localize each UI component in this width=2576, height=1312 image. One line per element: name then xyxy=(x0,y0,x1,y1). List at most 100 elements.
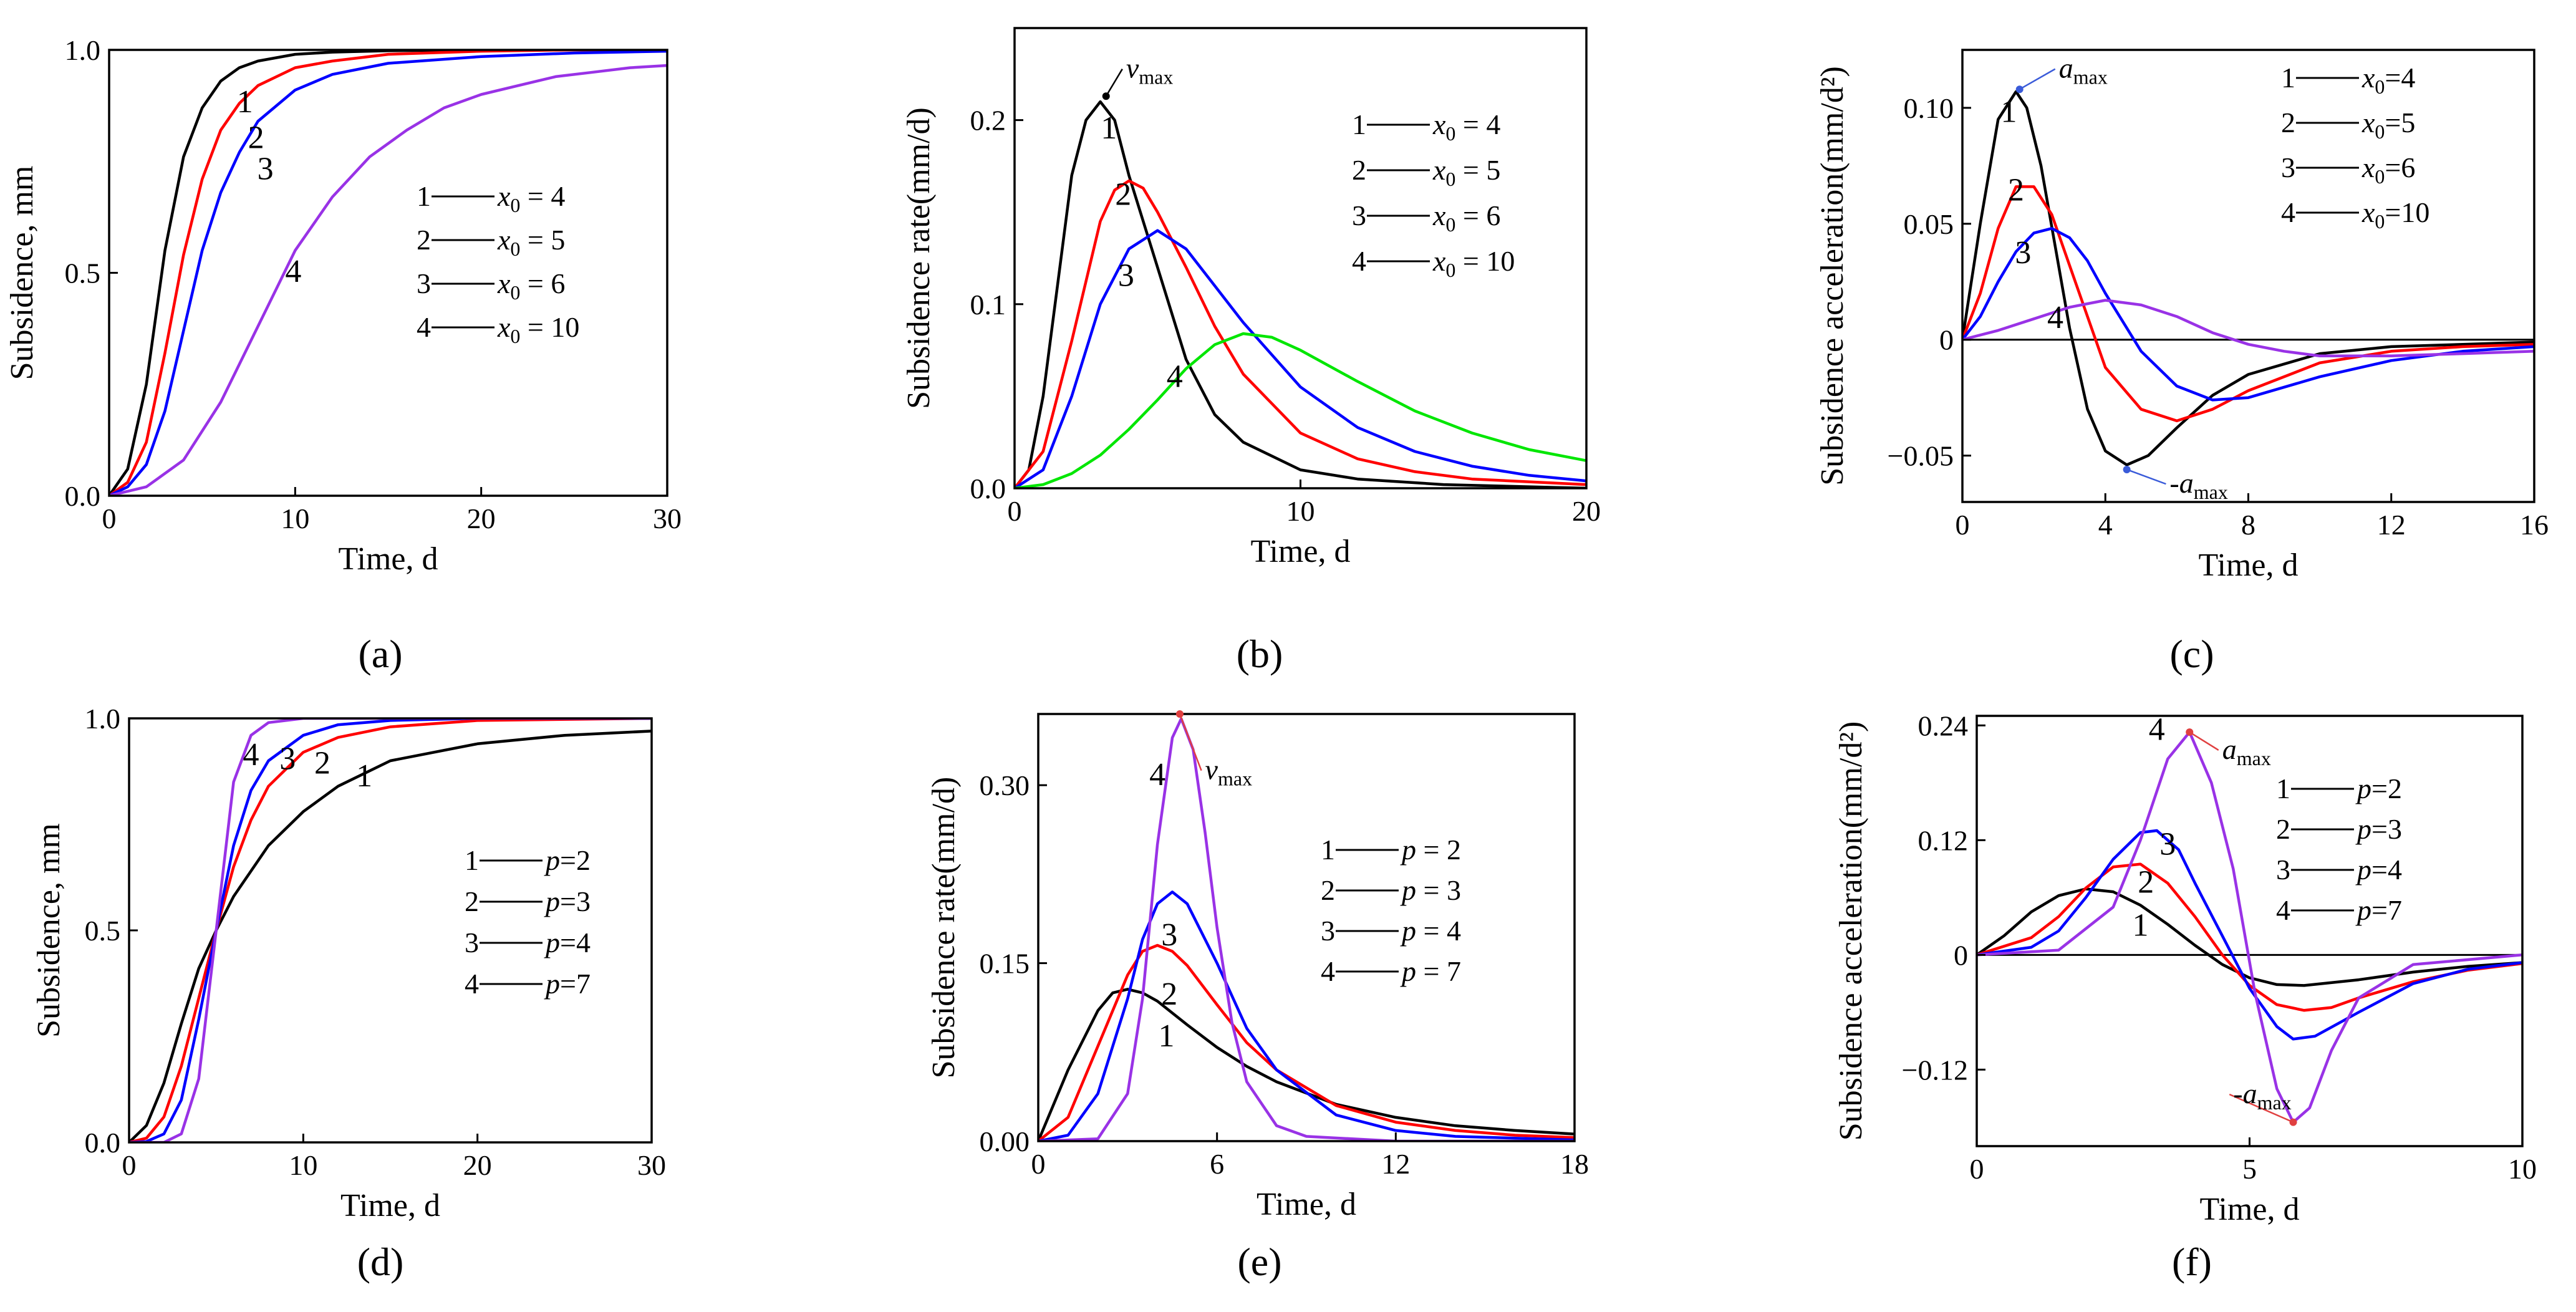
legend-3-text: x0=6 xyxy=(2361,152,2415,188)
legend-1-number: 1 xyxy=(417,180,431,212)
y-tick-label: 0.5 xyxy=(65,258,101,289)
series-3-curve xyxy=(1038,890,1575,1141)
annotation-amax-arrowhead xyxy=(2186,728,2194,736)
x-tick-label: 20 xyxy=(1572,495,1601,527)
y-axis-label: Subsidence rate(mm/d) xyxy=(926,777,962,1079)
legend-3-number: 3 xyxy=(2276,854,2290,885)
panel-f: 0 5 10 −0.12 0 0.12 0.24 Time, d Subsidence acce… xyxy=(1833,710,2537,1284)
x-tick-label: 30 xyxy=(653,503,682,534)
series-2-curve xyxy=(109,50,667,496)
series-4-curve xyxy=(1038,717,1575,1141)
series-1-curve-label: 1 xyxy=(1101,110,1117,146)
x-tick-label: 10 xyxy=(1286,495,1315,527)
y-tick-label: 0 xyxy=(1939,324,1954,356)
annotation-neg-amax-leader xyxy=(2229,1093,2294,1123)
annotation-amax-leader xyxy=(2189,731,2219,751)
x-tick-label: 0 xyxy=(102,503,117,534)
legend-2-text: x0=5 xyxy=(2361,107,2415,143)
x-tick-label: 0 xyxy=(1956,509,1970,541)
legend-4-number: 4 xyxy=(1352,245,1366,277)
y-tick-label: 0.00 xyxy=(980,1126,1030,1157)
series-3-curve-label: 3 xyxy=(1161,917,1177,953)
series-1-curve xyxy=(1977,887,2522,987)
series-1-curve-label: 1 xyxy=(1158,1018,1174,1054)
legend-2-text: x0 = 5 xyxy=(497,224,565,260)
annotation-vmax-leader xyxy=(1179,713,1202,771)
series-1-curve-label: 1 xyxy=(2001,94,2017,129)
x-tick-label: 10 xyxy=(281,503,309,534)
annotation-amax: amax xyxy=(2222,733,2271,769)
x-tick-label: 0 xyxy=(1008,495,1022,527)
x-tick-label: 0 xyxy=(1970,1153,1984,1185)
series-2-curve-label: 2 xyxy=(2008,173,2024,208)
y-tick-label: 0.30 xyxy=(980,769,1030,801)
x-tick-label: 8 xyxy=(2241,509,2255,541)
panel-caption: (f) xyxy=(2172,1240,2212,1284)
legend-2-text: x0 = 5 xyxy=(1432,154,1500,190)
legend-4-text: p = 7 xyxy=(1400,955,1461,987)
series-2-curve xyxy=(1038,943,1575,1141)
series-4-curve-label: 4 xyxy=(243,737,259,773)
series-4-curve xyxy=(1962,299,2534,358)
legend-4-text: p=7 xyxy=(544,968,591,1000)
series-4-curve xyxy=(129,718,652,1142)
y-tick-label: 0.0 xyxy=(65,480,101,512)
series-4-curve xyxy=(1977,730,2522,1124)
annotation-vmax-leader xyxy=(1105,69,1123,97)
legend-2-number: 2 xyxy=(417,224,431,256)
x-tick-label: 10 xyxy=(289,1149,317,1181)
y-axis-label: Subsidence rate(mm/d) xyxy=(901,107,937,409)
panel-caption: (a) xyxy=(358,632,402,676)
legend-4-number: 4 xyxy=(2281,196,2295,228)
y-tick-label: 0.2 xyxy=(970,105,1006,137)
y-tick-label: 0.05 xyxy=(1904,208,1954,240)
x-tick-label: 10 xyxy=(2508,1153,2537,1185)
series-3-curve xyxy=(109,50,667,496)
series-2-curve-label: 2 xyxy=(314,745,330,781)
y-tick-label: 1.0 xyxy=(65,34,101,66)
series-3-curve xyxy=(1962,227,2534,402)
panel-caption: (e) xyxy=(1237,1240,1281,1284)
x-axis-label: Time, d xyxy=(1251,534,1351,569)
series-4-curve-label: 4 xyxy=(285,254,301,289)
legend-2-text: p=3 xyxy=(544,885,591,917)
series-1-curve xyxy=(129,730,652,1142)
y-axis-label: Subsidence acceleration(mm/d²) xyxy=(1833,721,1869,1141)
x-axis-label: Time, d xyxy=(2199,547,2299,583)
legend-2-number: 2 xyxy=(1321,874,1335,906)
legend-4-number: 4 xyxy=(2276,894,2290,926)
plot-frame xyxy=(1961,49,2535,503)
legend-1-number: 1 xyxy=(465,844,479,876)
annotation-amax: amax xyxy=(2059,52,2108,89)
legend-4-text: x0 = 10 xyxy=(497,311,579,347)
annotation-vmax: vmax xyxy=(1126,52,1174,89)
y-tick-label: 0 xyxy=(1954,939,1968,971)
legend-4-text: x0 = 10 xyxy=(1432,245,1515,281)
legend-1-number: 1 xyxy=(1321,834,1335,866)
x-tick-label: 18 xyxy=(1560,1148,1589,1180)
annotation-amax-arrowhead xyxy=(2015,85,2024,94)
x-tick-label: 4 xyxy=(2098,509,2113,541)
y-tick-label: 0.0 xyxy=(970,473,1006,504)
legend-3-number: 3 xyxy=(417,268,431,299)
y-tick-label: 0.0 xyxy=(85,1127,121,1159)
legend-3-number: 3 xyxy=(465,927,479,958)
legend-2-number: 2 xyxy=(465,885,479,917)
legend-2-text: p = 3 xyxy=(1400,874,1461,906)
x-tick-label: 20 xyxy=(463,1149,492,1181)
series-3-curve xyxy=(129,718,652,1142)
annotation-neg-amax-arrowhead xyxy=(2123,465,2131,473)
annotation-vmax: vmax xyxy=(1205,754,1253,790)
series-4-curve-label: 4 xyxy=(1149,757,1165,793)
y-tick-label: 0.12 xyxy=(1918,824,1969,856)
legend-3-text: x0 = 6 xyxy=(1432,200,1500,236)
annotation-neg-amax-leader xyxy=(2126,468,2166,485)
legend-3-number: 3 xyxy=(1352,200,1366,231)
series-2-curve xyxy=(1962,185,2534,423)
annotation-vmax-arrowhead xyxy=(1175,710,1184,718)
legend-1-number: 1 xyxy=(2276,773,2290,804)
series-1-curve-label: 1 xyxy=(356,758,372,794)
legend-4-number: 4 xyxy=(417,311,431,343)
